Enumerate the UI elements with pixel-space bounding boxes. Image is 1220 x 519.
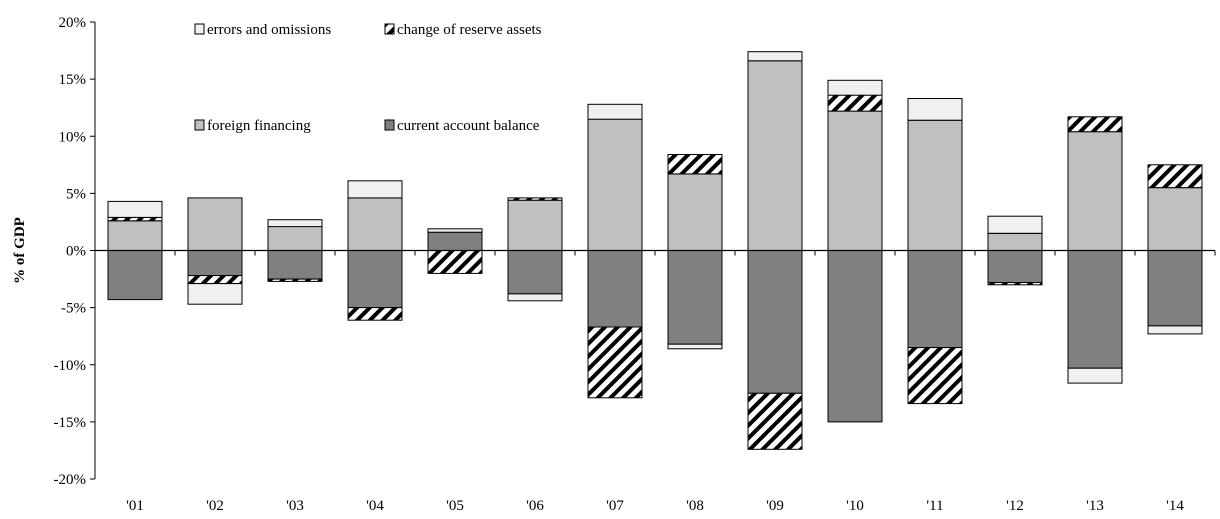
bar-ff-5 <box>507 199 563 251</box>
y-tick-label: 20% <box>59 15 87 31</box>
y-tick-label: 15% <box>59 72 87 88</box>
x-tick-label: '10 <box>846 498 864 514</box>
axes-layer: 20% 15% 10% 5% 0% -5% -10% -15% -20% '01 '02 '03 '04… <box>12 15 1216 514</box>
bar-ca-5 <box>507 250 563 295</box>
bar-ca-3 <box>347 250 403 309</box>
bar-ca-10 <box>907 250 963 349</box>
legend-swatch-ra <box>384 23 395 35</box>
x-tick-label: '06 <box>526 498 544 514</box>
y-tick-label: -10% <box>54 358 87 374</box>
y-tick-label: -20% <box>54 472 87 488</box>
bar-ca-7 <box>667 250 723 345</box>
bar-ca-8 <box>747 250 803 394</box>
bar-eo-11 <box>987 215 1043 234</box>
bar-ra-10 <box>907 347 963 405</box>
y-tick-label: -5% <box>61 301 86 317</box>
bar-ca-12 <box>1067 250 1123 369</box>
x-tick-label: '14 <box>1166 498 1184 514</box>
x-tick-label: '04 <box>366 498 384 514</box>
bar-eo-9 <box>827 79 883 96</box>
x-tick-label: '08 <box>686 498 704 514</box>
bar-ff-13 <box>1147 187 1203 251</box>
bar-eo-12 <box>1067 367 1123 384</box>
bar-ff-3 <box>347 197 403 251</box>
bar-ra-3 <box>347 307 403 321</box>
bar-ff-6 <box>587 118 643 251</box>
bar-ra-11 <box>987 282 1043 286</box>
y-axis-title: % of GDP <box>12 217 28 284</box>
bar-ff-7 <box>667 173 723 251</box>
bar-eo-4 <box>427 228 483 233</box>
bar-ff-0 <box>107 220 163 252</box>
bar-ca-13 <box>1147 250 1203 327</box>
legend: errors and omissions change of reserve as… <box>194 22 542 134</box>
x-tick-label: '01 <box>126 498 144 514</box>
bar-eo-2 <box>267 219 323 228</box>
legend-label-ca: current account balance <box>397 118 540 134</box>
bar-eo-5 <box>507 293 563 302</box>
bar-ra-12 <box>1067 116 1123 133</box>
bar-ff-12 <box>1067 131 1123 251</box>
x-tick-label: '12 <box>1006 498 1024 514</box>
x-tick-label: '09 <box>766 498 784 514</box>
x-tick-label: '03 <box>286 498 304 514</box>
bar-ra-1 <box>187 275 243 285</box>
bar-ca-1 <box>187 250 243 277</box>
bar-ra-7 <box>667 154 723 175</box>
x-tick-label: '02 <box>206 498 224 514</box>
legend-label-eo: errors and omissions <box>207 22 331 38</box>
legend-swatch-ff <box>194 119 205 131</box>
legend-label-ff: foreign financing <box>207 118 311 134</box>
bar-ra-5 <box>507 197 563 201</box>
bar-ra-8 <box>747 392 803 450</box>
bar-eo-10 <box>907 98 963 121</box>
legend-label-ra: change of reserve assets <box>397 22 542 38</box>
y-tick-label: -15% <box>54 415 87 431</box>
bar-ca-4 <box>427 231 483 251</box>
bar-ca-0 <box>107 250 163 301</box>
bar-ra-0 <box>107 216 163 222</box>
bar-ca-6 <box>587 250 643 328</box>
bar-eo-7 <box>667 343 723 350</box>
y-tick-label: 0% <box>66 244 86 260</box>
bar-ff-10 <box>907 119 963 251</box>
bar-ca-2 <box>267 250 323 280</box>
bar-eo-8 <box>747 51 803 62</box>
legend-swatch-eo <box>194 23 205 35</box>
x-tick-label: '13 <box>1086 498 1104 514</box>
legend-swatch-ca <box>384 119 395 131</box>
x-tick-label: '11 <box>926 498 943 514</box>
bar-ra-9 <box>827 94 883 112</box>
bar-ra-2 <box>267 278 323 282</box>
bar-ff-1 <box>187 197 243 251</box>
bar-ra-6 <box>587 326 643 399</box>
bar-ff-11 <box>987 232 1043 251</box>
x-tick-label: '05 <box>446 498 464 514</box>
y-tick-label: 10% <box>59 129 87 145</box>
bar-ca-11 <box>987 250 1043 283</box>
y-tick-label: 5% <box>66 186 86 202</box>
bar-eo-6 <box>587 103 643 120</box>
bar-eo-3 <box>347 180 403 199</box>
bar-ca-9 <box>827 250 883 423</box>
bar-ra-4 <box>427 250 483 274</box>
bar-eo-0 <box>107 200 163 218</box>
bar-ff-9 <box>827 110 883 251</box>
bars-layer <box>107 51 1203 450</box>
bar-eo-1 <box>187 283 243 305</box>
bar-ff-8 <box>747 60 803 251</box>
bar-ra-13 <box>1147 164 1203 189</box>
bar-eo-13 <box>1147 325 1203 335</box>
bar-ff-2 <box>267 226 323 251</box>
x-tick-label: '07 <box>606 498 624 514</box>
